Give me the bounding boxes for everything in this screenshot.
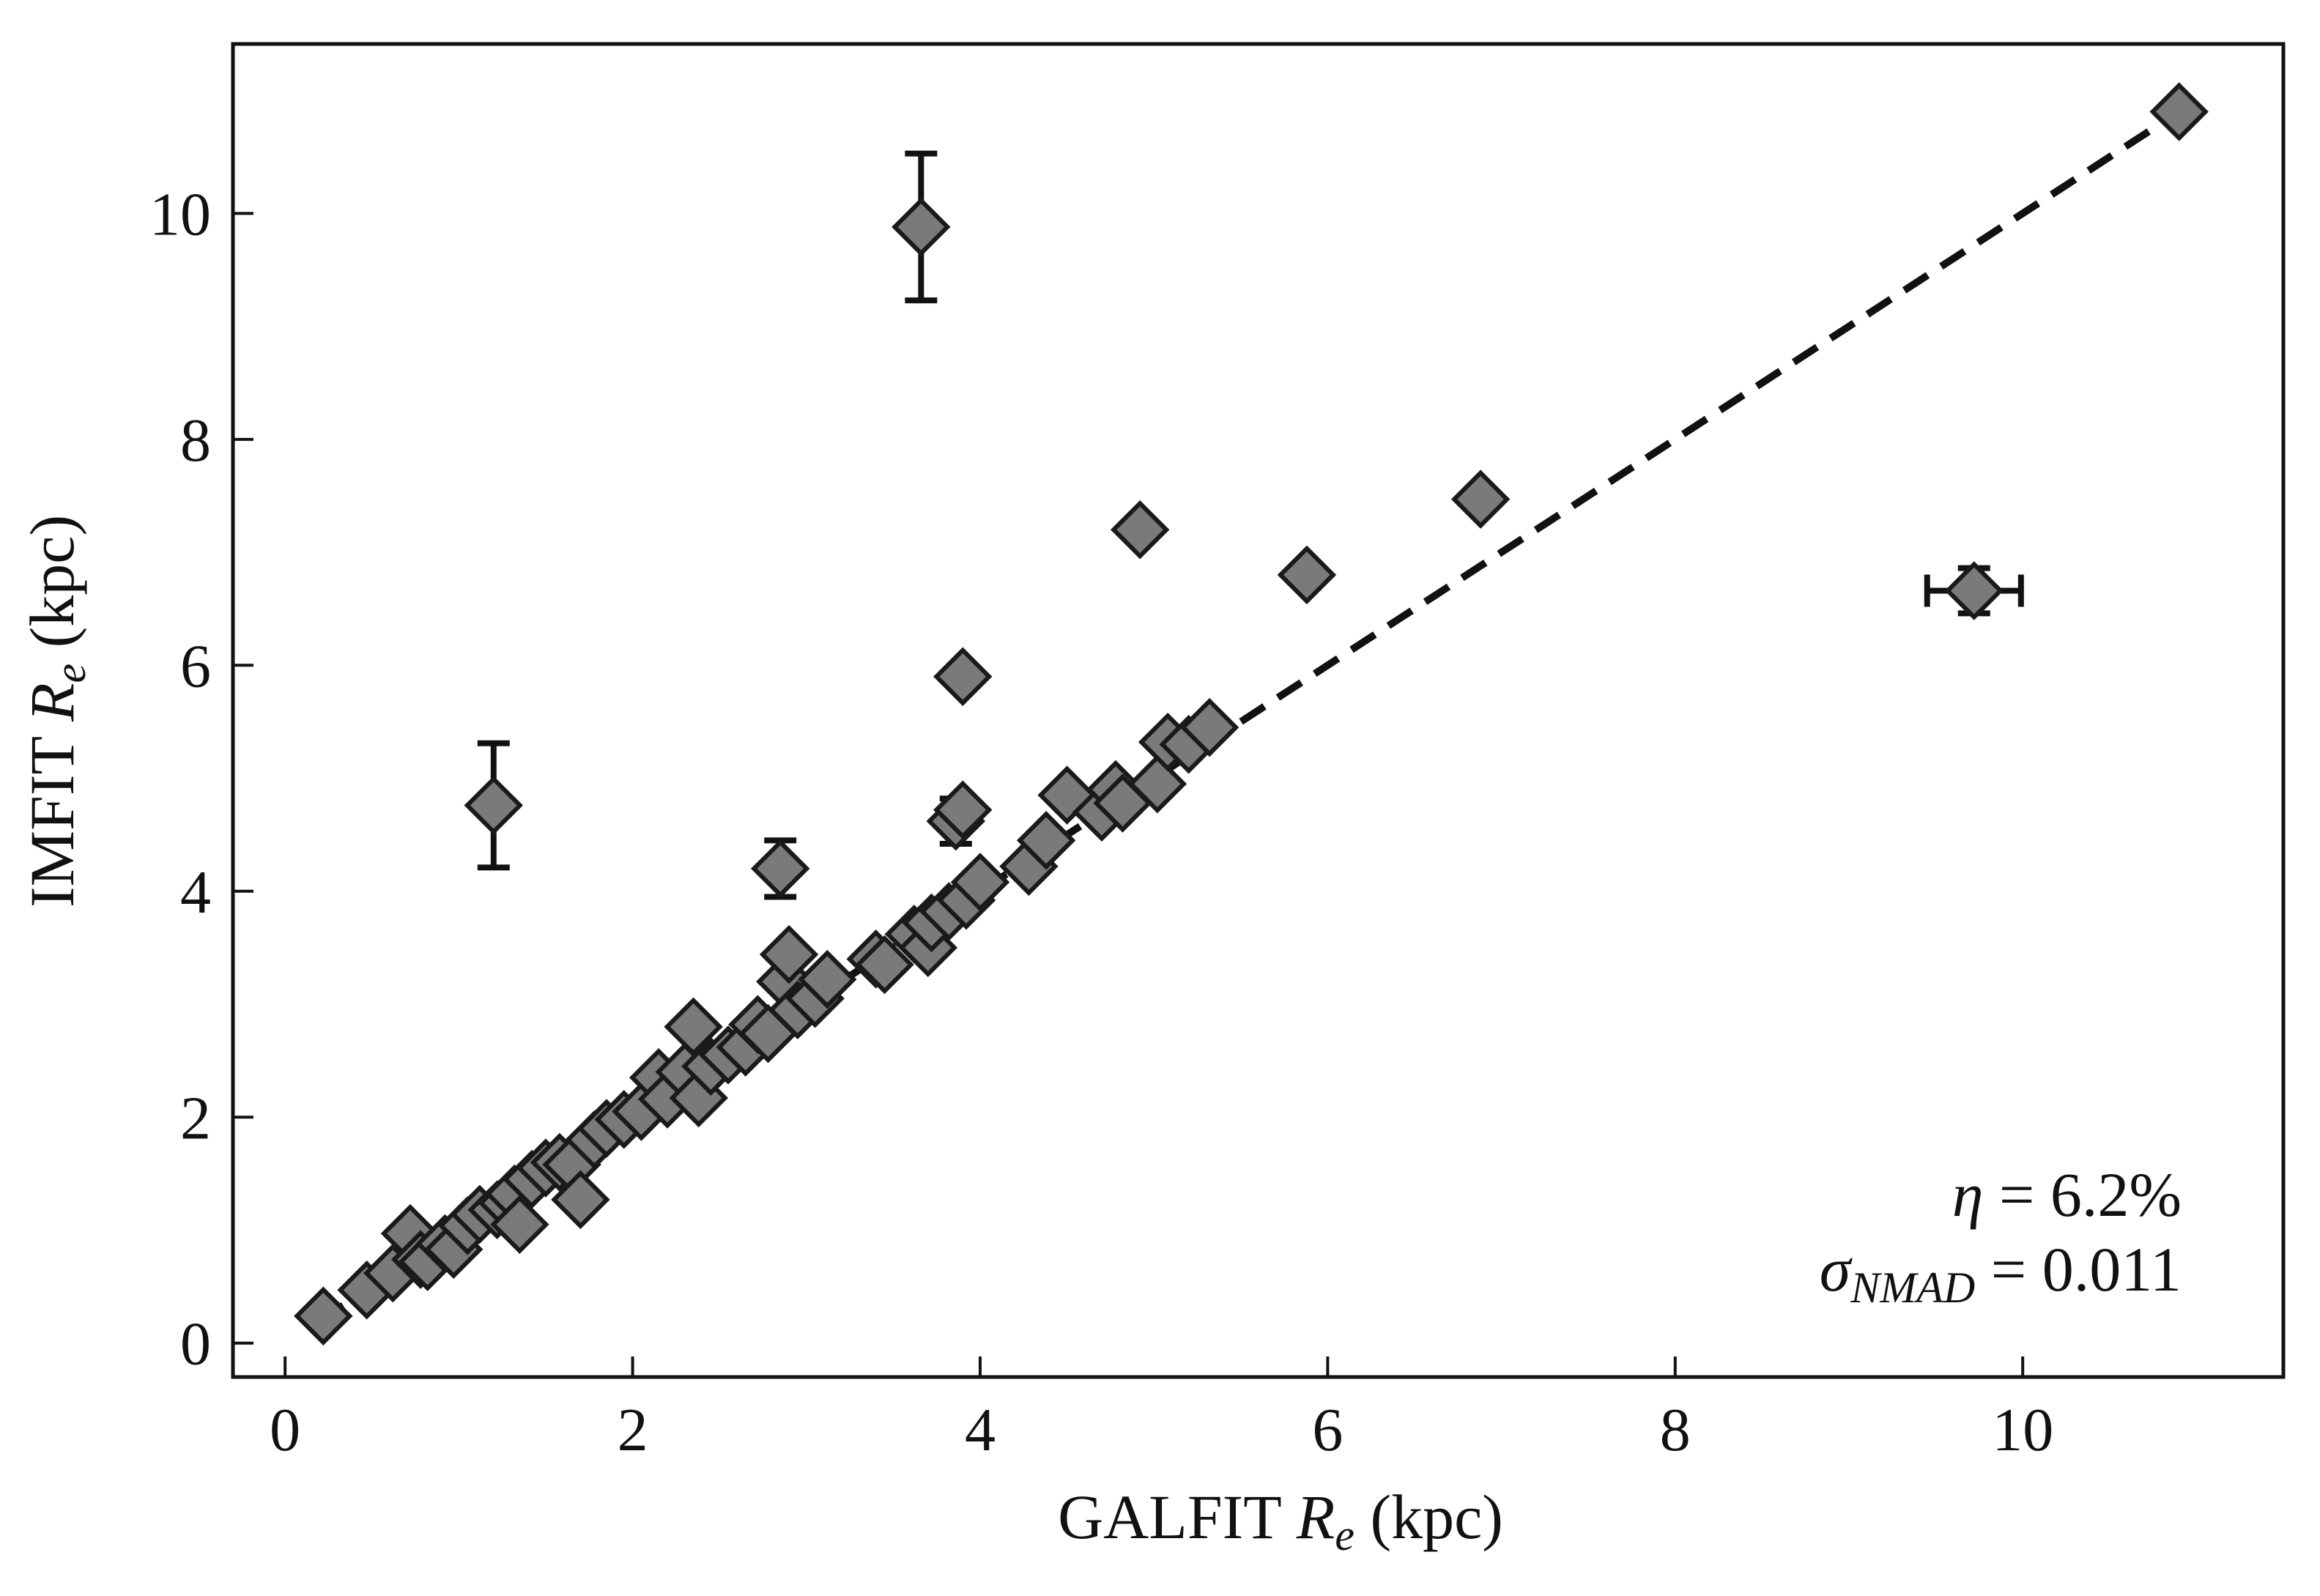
data-point-19	[551, 1170, 610, 1230]
x-tick-label-0: 0	[270, 1396, 300, 1464]
y-tick-label-2: 2	[180, 1084, 211, 1152]
data-point-58	[1110, 500, 1170, 560]
data-point-0	[294, 1286, 353, 1346]
data-point-66	[2149, 82, 2209, 141]
data-point-41	[855, 935, 914, 995]
data-point-64	[1450, 469, 1511, 529]
eta-annotation: η = 6.2%	[1952, 1159, 2182, 1230]
data-point-48	[933, 780, 993, 839]
sigma-annotation: σNMAD = 0.011	[1820, 1234, 2182, 1312]
x-tick-label-8: 8	[1660, 1396, 1691, 1464]
data-point-43	[892, 197, 951, 257]
data-point-27	[664, 997, 723, 1057]
plot-frame	[231, 42, 2286, 1379]
data-point-65	[1944, 561, 2004, 620]
y-tick-label-4: 4	[180, 858, 211, 927]
y-tick-label-8: 8	[180, 407, 211, 475]
y-tick-label-6: 6	[180, 632, 211, 700]
data-point-63	[1277, 545, 1337, 605]
x-tick-label-10: 10	[1992, 1396, 2053, 1464]
x-tick-label-6: 6	[1312, 1396, 1343, 1464]
data-point-10	[464, 776, 524, 835]
x-tick-label-2: 2	[618, 1396, 648, 1464]
data-point-36	[759, 924, 819, 984]
data-point-59	[1127, 754, 1187, 814]
y-axis-label: IMFIT Re (kpc)	[17, 515, 94, 908]
data-point-62	[1179, 697, 1239, 757]
axes-layer: 0 2 4 6 8 10 0 2 4 6 8 10	[149, 42, 2286, 1464]
y-tick-label-0: 0	[180, 1310, 211, 1378]
x-tick-label-4: 4	[965, 1396, 996, 1464]
y-tick-label-10: 10	[149, 180, 211, 248]
plot-layer	[294, 82, 2209, 1346]
data-point-49	[933, 647, 993, 706]
data-point-51	[950, 853, 1010, 912]
data-point-14	[490, 1195, 549, 1255]
data-point-53	[1016, 811, 1076, 870]
x-axis-label: GALFIT Re (kpc)	[1058, 1482, 1503, 1559]
data-point-34	[750, 839, 810, 899]
data-point-39	[797, 949, 857, 1009]
